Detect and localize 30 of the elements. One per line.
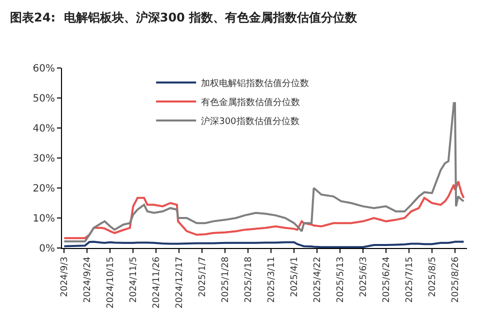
line-series [63,180,465,240]
legend-label: 加权电解铝指数估值分位数 [201,78,310,90]
x-tick-label: 2024/10/15 [106,256,116,308]
x-tick-label: 2025/3/11 [266,256,277,303]
chart-title: 图表24: 电解铝板块、沪深300 指数、有色金属指数估值分位数 [10,10,358,25]
y-tick-label: 50% [32,94,55,104]
x-tick-label: 2025/1/28 [221,256,232,303]
x-tick-label: 2024/9/24 [83,256,94,303]
legend-label: 有色金属指数估值分位数 [201,97,300,108]
x-tick-label: 2025/7/15 [404,256,415,303]
y-tick-label: 10% [32,214,55,224]
y-tick-label: 20% [32,184,55,194]
x-tick-label: 2025/4/1 [290,256,300,298]
x-tick-label: 2025/4/22 [312,256,323,303]
x-tick-label: 2025/8/5 [428,256,438,298]
y-tick-label: 0% [39,244,55,254]
x-tick-label: 2025/1/7 [198,256,208,298]
x-tick-label: 2025/6/24 [382,256,392,303]
x-tick-label: 2024/11/5 [129,256,140,303]
x-tick-label: 2025/8/26 [450,256,461,303]
x-tick-label: 2024/9/3 [60,256,70,298]
x-tick-label: 2025/6/3 [358,256,369,298]
y-tick-label: 60% [32,64,55,74]
y-tick-label: 40% [32,124,55,134]
x-tick-label: 2024/12/17 [175,256,186,308]
x-tick-label: 2024/11/26 [152,256,162,308]
x-tick-label: 2025/5/13 [336,256,346,303]
y-tick-label: 30% [32,154,55,164]
x-tick-label: 2025/2/18 [244,256,254,303]
legend-label: 沪深300指数估值分位数 [201,116,300,128]
